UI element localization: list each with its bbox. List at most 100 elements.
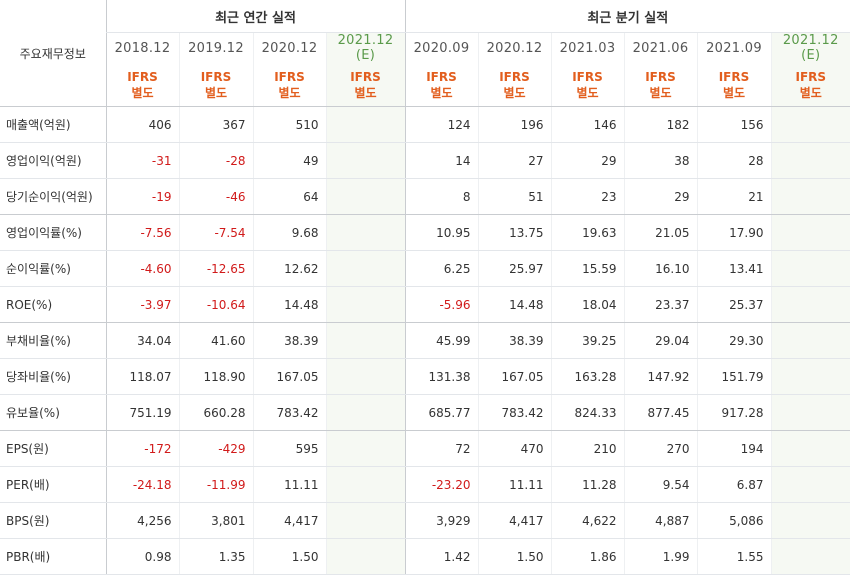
- period-label: 2020.12: [486, 40, 543, 56]
- value-cell: 27: [477, 142, 551, 179]
- value-cell: 9.54: [623, 466, 697, 503]
- value-cell: 210: [550, 430, 624, 467]
- value-cell: -31: [105, 142, 179, 179]
- ifrs-basis-header: IFRS 별도: [252, 63, 326, 107]
- table-row: BPS(원) 4,256 3,801 4,417 3,929 4,417 4,622 4,88…: [0, 502, 850, 539]
- value-cell: 783.42: [477, 394, 551, 431]
- period-label: 2021.12: [337, 33, 394, 48]
- value-cell: [770, 286, 850, 323]
- ifrs-basis-header: IFRS 별도: [696, 63, 771, 107]
- value-cell: 25.97: [477, 250, 551, 287]
- value-cell: 1.50: [477, 538, 551, 575]
- value-cell: 917.28: [696, 394, 771, 431]
- value-cell: 3,801: [178, 502, 253, 539]
- value-cell: 13.41: [696, 250, 771, 287]
- value-cell: 5,086: [696, 502, 771, 539]
- value-cell: [770, 106, 850, 143]
- table-row: 유보율(%) 751.19 660.28 783.42 685.77 783.42 824.…: [0, 394, 850, 431]
- period-header: 2020.12: [252, 32, 326, 63]
- value-cell: [325, 322, 405, 359]
- value-cell: 19.63: [550, 214, 624, 251]
- value-cell: 367: [178, 106, 253, 143]
- value-cell: [325, 430, 405, 467]
- value-cell: 14.48: [477, 286, 551, 323]
- period-header: 2021.06: [623, 32, 697, 63]
- period-label: 2019.12: [188, 40, 244, 56]
- value-cell: 751.19: [105, 394, 179, 431]
- statement-basis: 별도: [354, 85, 377, 100]
- value-cell: [325, 178, 405, 215]
- accounting-standard: IFRS: [572, 69, 603, 84]
- value-cell: 685.77: [404, 394, 478, 431]
- value-cell: -4.60: [105, 250, 179, 287]
- value-cell: -3.97: [105, 286, 179, 323]
- value-cell: 151.79: [696, 358, 771, 395]
- period-header: 2020.09: [404, 32, 478, 63]
- value-cell: [770, 322, 850, 359]
- value-cell: 196: [477, 106, 551, 143]
- value-cell: 0.98: [105, 538, 179, 575]
- accounting-standard: IFRS: [718, 69, 750, 84]
- value-cell: 51: [477, 178, 551, 215]
- value-cell: [770, 358, 850, 395]
- value-cell: 14.48: [252, 286, 326, 323]
- ifrs-basis-header: IFRS 별도: [477, 63, 551, 107]
- table-row: PBR(배) 0.98 1.35 1.50 1.42 1.50 1.86 1.99 1.55: [0, 538, 850, 575]
- statement-basis: 별도: [799, 85, 822, 100]
- annual-header: 최근 연간 실적: [105, 0, 405, 33]
- value-cell: 15.59: [550, 250, 624, 287]
- value-cell: [325, 502, 405, 539]
- accounting-standard: IFRS: [274, 69, 305, 84]
- period-label: 2021.12: [782, 33, 839, 48]
- value-cell: [770, 178, 850, 215]
- value-cell: [770, 142, 850, 179]
- accounting-standard: IFRS: [350, 69, 381, 84]
- table-row: PER(배) -24.18 -11.99 11.11 -23.20 11.11 11.28 9…: [0, 466, 850, 503]
- value-cell: 4,622: [550, 502, 624, 539]
- value-cell: [770, 250, 850, 287]
- value-cell: 4,887: [623, 502, 697, 539]
- value-cell: 270: [623, 430, 697, 467]
- value-cell: 28: [696, 142, 771, 179]
- value-cell: 23.37: [623, 286, 697, 323]
- value-cell: 131.38: [404, 358, 478, 395]
- statement-basis: 별도: [131, 85, 154, 100]
- row-label: PER(배): [0, 466, 106, 503]
- value-cell: 17.90: [696, 214, 771, 251]
- value-cell: [770, 394, 850, 431]
- statement-basis: 별도: [204, 85, 228, 100]
- period-header: 2020.12: [477, 32, 551, 63]
- value-cell: 3,929: [404, 502, 478, 539]
- statement-basis: 별도: [649, 85, 672, 100]
- value-cell: 9.68: [252, 214, 326, 251]
- value-cell: 38.39: [477, 322, 551, 359]
- value-cell: 1.86: [550, 538, 624, 575]
- statement-basis: 별도: [430, 85, 453, 100]
- value-cell: -19: [105, 178, 179, 215]
- value-cell: [325, 250, 405, 287]
- value-cell: [770, 502, 850, 539]
- value-cell: 194: [696, 430, 771, 467]
- value-cell: 64: [252, 178, 326, 215]
- table-row: EPS(원) -172 -429 595 72 470 210 270 194: [0, 430, 850, 467]
- ifrs-basis-header: IFRS 별도: [105, 63, 179, 107]
- value-cell: 34.04: [105, 322, 179, 359]
- period-header: 2021.12 (E): [325, 32, 405, 63]
- value-cell: 23: [550, 178, 624, 215]
- value-cell: [325, 466, 405, 503]
- value-cell: -24.18: [105, 466, 179, 503]
- estimate-mark: (E): [801, 48, 821, 63]
- value-cell: 783.42: [252, 394, 326, 431]
- accounting-standard: IFRS: [795, 69, 827, 84]
- value-cell: 21: [696, 178, 771, 215]
- value-cell: 11.11: [477, 466, 551, 503]
- value-cell: 18.04: [550, 286, 624, 323]
- value-cell: 406: [105, 106, 179, 143]
- table-row: 당좌비율(%) 118.07 118.90 167.05 131.38 167.05 163…: [0, 358, 850, 395]
- value-cell: [770, 466, 850, 503]
- accounting-standard: IFRS: [645, 69, 676, 84]
- value-cell: 167.05: [252, 358, 326, 395]
- value-cell: 13.75: [477, 214, 551, 251]
- value-cell: 29: [623, 178, 697, 215]
- period-header: 2018.12: [105, 32, 179, 63]
